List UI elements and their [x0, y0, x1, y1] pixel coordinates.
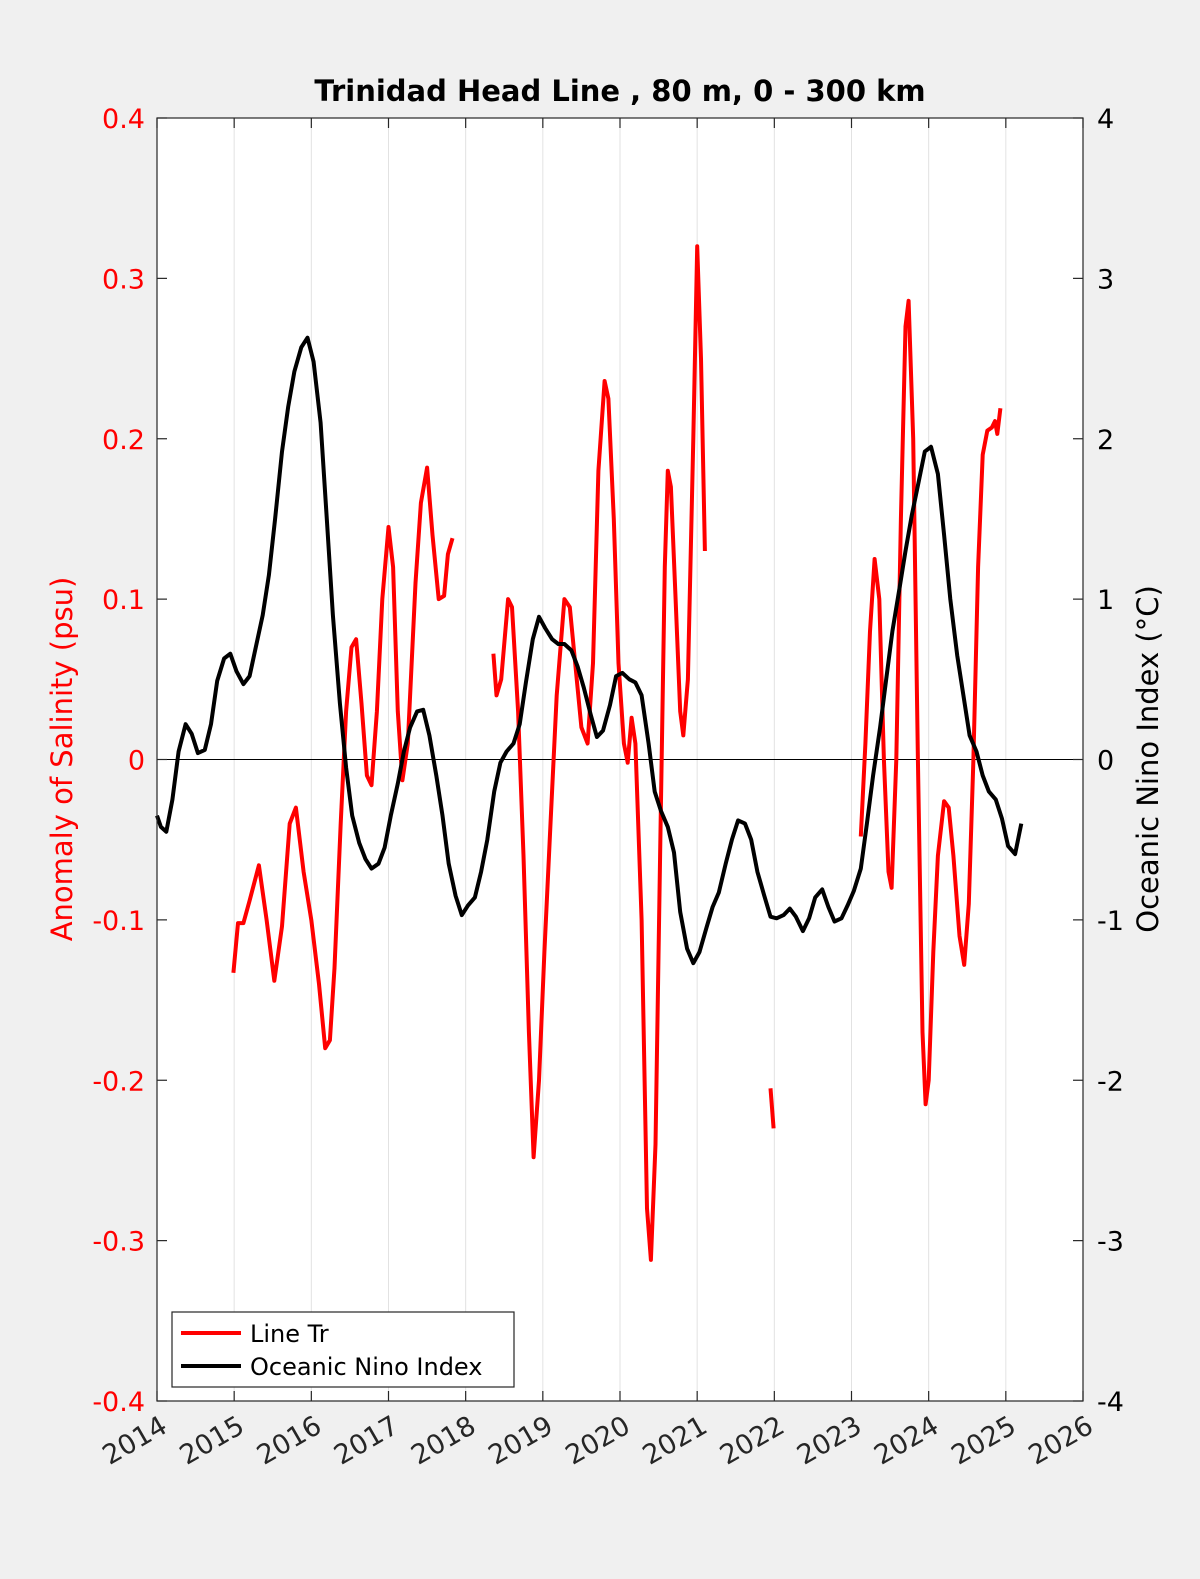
- y-right-tick-label: -3: [1097, 1227, 1124, 1258]
- series-layer: [155, 244, 1024, 1262]
- y-right-tick-label: 4: [1097, 104, 1114, 135]
- y-left-tick-label: 0: [128, 746, 145, 777]
- y-right-tick-label: -4: [1097, 1387, 1124, 1418]
- legend-label-oni: Oceanic Nino Index: [250, 1353, 482, 1381]
- series-line-tr-line: [768, 1088, 776, 1129]
- x-tick-label: 2016: [252, 1410, 327, 1471]
- series-line-tr-line: [491, 244, 707, 1262]
- legend-label-line-tr: Line Tr: [250, 1320, 329, 1348]
- x-tick-label: 2017: [329, 1410, 404, 1471]
- series-line-tr-line: [231, 465, 455, 1051]
- x-tick-label: 2026: [1023, 1410, 1098, 1471]
- series-oceanic-nino-index-line: [155, 335, 1024, 966]
- y-left-tick-label: -0.1: [92, 906, 145, 937]
- y-right-tick-label: 0: [1097, 746, 1114, 777]
- x-tick-label: 2021: [638, 1410, 713, 1471]
- x-tick-label: 2015: [175, 1410, 250, 1471]
- x-tick-label: 2022: [715, 1410, 790, 1471]
- y-left-tick-label: 0.2: [102, 425, 145, 456]
- y-axis-right-label: Oceanic Nino Index (°C): [1131, 585, 1165, 933]
- x-tick-label: 2024: [869, 1410, 944, 1471]
- x-tick-label: 2018: [406, 1410, 481, 1471]
- y-left-tick-label: -0.4: [92, 1387, 145, 1418]
- y-left-tick-label: -0.2: [92, 1066, 145, 1097]
- legend[interactable]: Line Tr Oceanic Nino Index: [171, 1311, 515, 1388]
- y-right-tick-label: 3: [1097, 264, 1114, 295]
- y-right-tick-label: -1: [1097, 906, 1124, 937]
- y-left-tick-label: -0.3: [92, 1227, 145, 1258]
- x-tick-label: 2025: [946, 1410, 1021, 1471]
- y-left-tick-label: 0.3: [102, 264, 145, 295]
- y-right-tick-label: -2: [1097, 1066, 1124, 1097]
- x-tick-label: 2023: [792, 1410, 867, 1471]
- series-line-tr-line: [858, 298, 1003, 1107]
- y-right-tick-label: 1: [1097, 585, 1114, 616]
- y-left-tick-label: 0.1: [102, 585, 145, 616]
- chart-title: Trinidad Head Line , 80 m, 0 - 300 km: [314, 74, 925, 108]
- x-tick-label: 2019: [483, 1410, 558, 1471]
- x-tick-label: 2014: [97, 1410, 172, 1471]
- legend-box: [171, 1311, 515, 1388]
- y-axis-left-label: Anomaly of Salinity (psu): [45, 577, 79, 942]
- y-right-tick-label: 2: [1097, 425, 1114, 456]
- x-tick-label: 2020: [560, 1410, 635, 1471]
- y-left-tick-label: 0.4: [102, 104, 145, 135]
